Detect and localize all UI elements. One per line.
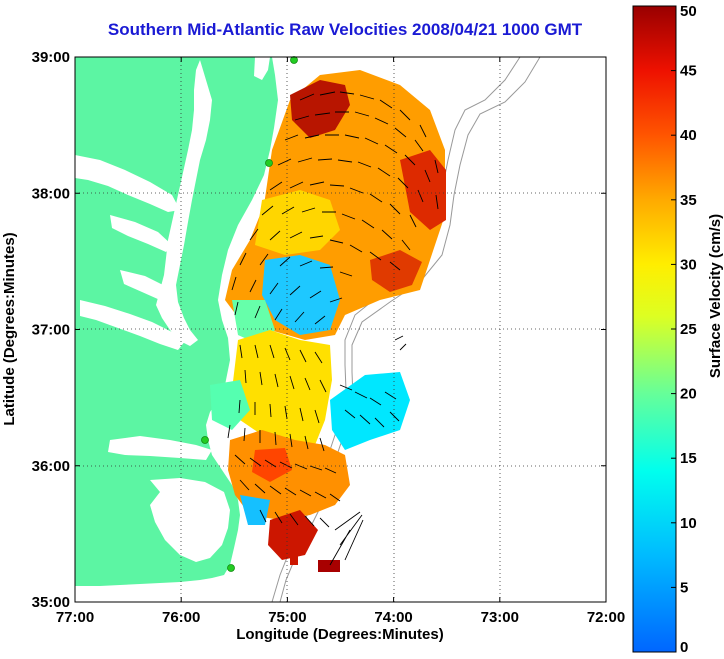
colorbar-tick-label: 40 (680, 127, 697, 144)
delaware-bay (254, 57, 270, 80)
york-river (120, 270, 170, 300)
radar-station (227, 564, 235, 572)
y-tick-label: 37:00 (32, 322, 70, 339)
x-tick-label: 77:00 (56, 609, 94, 626)
radar-stations (201, 56, 298, 572)
colorbar-tick-label: 30 (680, 256, 697, 273)
colorbar-tick-label: 10 (680, 515, 697, 532)
x-tick-label: 72:00 (587, 609, 625, 626)
colorbar-label: Surface Velocity (cm/s) (707, 214, 724, 378)
colorbar-tick-label: 35 (680, 192, 697, 209)
velocity-vectors (227, 91, 439, 566)
x-tick-label: 76:00 (162, 609, 200, 626)
chesapeake-bay (156, 60, 212, 346)
x-tick-label: 74:00 (374, 609, 412, 626)
y-tick-label: 35:00 (32, 594, 70, 611)
rappahannock-river (110, 215, 172, 252)
colorbar-tick-label: 0 (680, 639, 688, 656)
albemarle-sound (108, 436, 212, 460)
radar-station (265, 159, 273, 167)
velocity-field (210, 70, 446, 572)
colorbar-tick-label: 5 (680, 579, 688, 596)
colorbar-tick-label: 50 (680, 3, 697, 20)
x-tick-label: 73:00 (481, 609, 519, 626)
pamlico-sound (150, 478, 230, 562)
tick-marks (74, 56, 607, 603)
y-tick-label: 38:00 (32, 185, 70, 202)
grid-lines (75, 57, 606, 602)
colorbar-tick-label: 45 (680, 63, 697, 80)
y-tick-labels: 39:00 38:00 37:00 36:00 35:00 (32, 49, 70, 611)
x-tick-label: 75:00 (268, 609, 306, 626)
y-tick-label: 39:00 (32, 49, 70, 66)
colorbar-tick-label: 25 (680, 321, 697, 338)
james-river (80, 300, 186, 350)
colorbar (632, 5, 677, 653)
radar-station (290, 56, 298, 64)
x-tick-labels: 77:00 76:00 75:00 74:00 73:00 72:00 (56, 609, 625, 626)
y-tick-label: 36:00 (32, 458, 70, 475)
colorbar-tick-label: 15 (680, 450, 697, 467)
x-axis-label: Longitude (Degrees:Minutes) (236, 626, 444, 643)
y-axis-label: Latitude (Degrees:Minutes) (1, 232, 18, 425)
potomac-river (75, 155, 180, 212)
bathymetry-contour (279, 57, 541, 602)
map-title: Southern Mid-Atlantic Raw Velocities 200… (107, 20, 583, 39)
radar-station (201, 436, 209, 444)
colorbar-tick-label: 20 (680, 386, 697, 403)
